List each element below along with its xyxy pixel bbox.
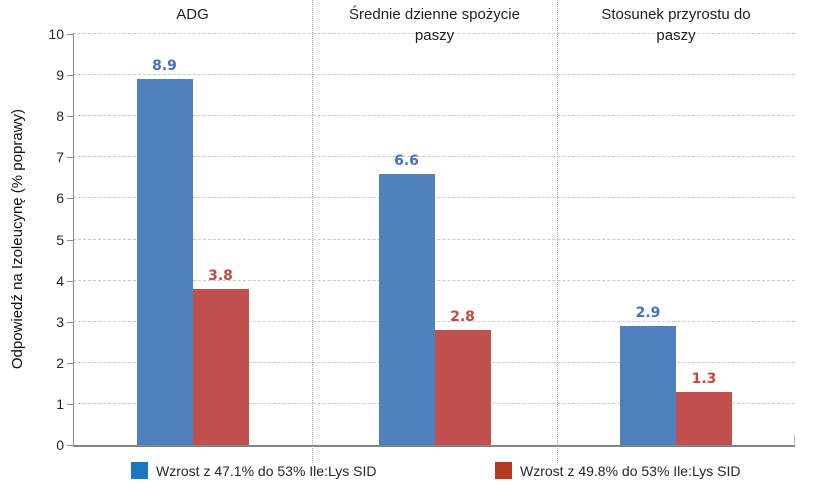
gridline <box>73 115 795 117</box>
axis-tick <box>67 321 73 323</box>
y-axis-title-wrap: Odpowiedź na Izoleucynę (% poprawy) <box>6 34 28 445</box>
axis-tick <box>67 445 73 446</box>
axis-tick <box>67 116 73 118</box>
bar-series2-cat3 <box>676 391 732 445</box>
y-tick-label: 4 <box>56 272 64 289</box>
bar-value-label: 2.9 <box>635 304 661 321</box>
gridline <box>73 33 795 34</box>
y-tick-label: 0 <box>56 437 64 453</box>
panel-title: Stosunek przyrostu do paszy <box>601 6 751 44</box>
panel-divider <box>312 0 313 463</box>
bar-value-label: 6.6 <box>394 152 419 169</box>
y-tick-label: 7 <box>56 149 64 166</box>
legend-label: Wzrost z 49.8% do 53% Ile:Lys SID <box>520 462 741 479</box>
axis-tick <box>67 157 73 159</box>
y-tick-label: 8 <box>56 108 64 125</box>
bar-series1-cat1 <box>136 79 193 445</box>
gridline <box>73 156 795 158</box>
axis-tick <box>67 239 73 241</box>
bar-series2-cat2 <box>434 329 491 445</box>
y-tick-label: 2 <box>56 354 64 371</box>
y-tick-label: 1 <box>56 395 64 412</box>
y-tick-label: 10 <box>48 26 64 42</box>
panel-title: ADG <box>176 6 209 23</box>
legend-swatch <box>131 462 148 479</box>
panel-title: Średnie dzienne spożycie paszy <box>349 6 520 44</box>
axis-tick <box>67 403 73 405</box>
bar-value-label: 2.8 <box>450 308 475 325</box>
y-axis-line <box>73 33 74 445</box>
bar-series1-cat3 <box>620 325 676 445</box>
y-tick-label: 6 <box>56 190 64 207</box>
bar-value-label: 1.3 <box>691 370 717 387</box>
axis-tick <box>67 75 73 77</box>
legend-item: Wzrost z 49.8% do 53% Ile:Lys SID <box>495 462 740 479</box>
bar-series2-cat1 <box>192 288 249 445</box>
x-axis-line <box>73 445 795 447</box>
legend-label: Wzrost z 47.1% do 53% Ile:Lys SID <box>156 462 377 479</box>
panel-divider <box>557 0 558 463</box>
bar-value-label: 8.9 <box>152 58 177 75</box>
bar-value-label: 3.8 <box>208 267 233 284</box>
axis-tick <box>67 198 73 200</box>
legend-swatch <box>495 462 512 479</box>
gridline <box>73 74 795 76</box>
y-tick-label: 5 <box>56 231 64 248</box>
y-axis-title: Odpowiedź na Izoleucynę (% poprawy) <box>8 109 26 370</box>
y-tick-label: 9 <box>56 67 64 84</box>
axis-tick <box>67 362 73 364</box>
legend-item: Wzrost z 47.1% do 53% Ile:Lys SID <box>131 462 376 479</box>
axis-tick <box>67 34 73 35</box>
axis-tick <box>67 280 73 282</box>
bar-series1-cat2 <box>378 173 435 445</box>
plot-right-corner <box>794 434 795 445</box>
y-tick-label: 3 <box>56 313 64 330</box>
